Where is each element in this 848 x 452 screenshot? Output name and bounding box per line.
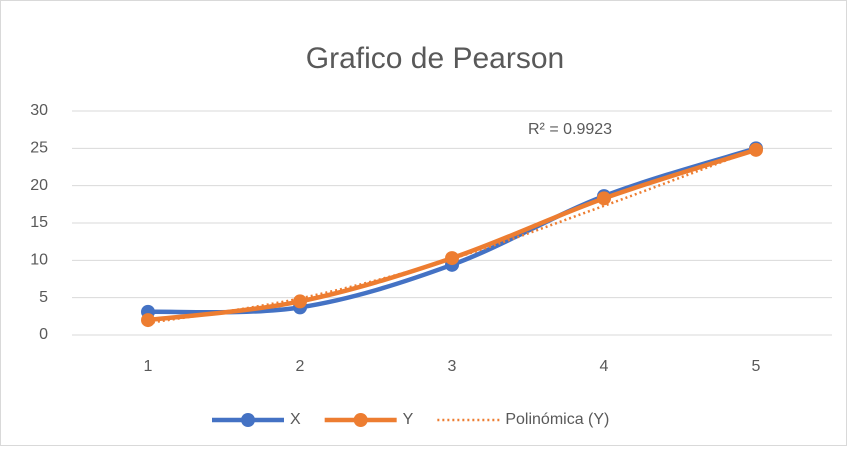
x-tick-label: 5	[752, 358, 761, 375]
trendline	[147, 147, 757, 325]
marker	[749, 142, 763, 157]
marker	[597, 191, 611, 206]
marker	[141, 313, 155, 328]
y-tick-label: 30	[30, 102, 48, 119]
y-tick-label: 25	[30, 140, 48, 157]
annotation: R² = 0.9923	[528, 121, 612, 138]
y-tick-label: 5	[39, 289, 48, 306]
x-tick-label: 4	[600, 358, 609, 375]
y-tick-label: 0	[39, 326, 48, 343]
legend-label: Polinómica (Y)	[505, 411, 609, 428]
y-tick-label: 20	[30, 177, 48, 194]
x-tick-label: 2	[296, 358, 305, 375]
legend-label: Y	[403, 411, 414, 428]
y-tick-label: 15	[30, 214, 48, 231]
chart-title: Grafico de Pearson	[306, 42, 564, 75]
legend-label: X	[290, 411, 301, 428]
legend-marker	[241, 413, 255, 427]
x-tick-label: 1	[144, 358, 153, 375]
marker	[293, 294, 307, 309]
legend-marker	[353, 413, 368, 427]
x-tick-label: 3	[448, 358, 457, 375]
y-tick-label: 10	[30, 252, 48, 269]
